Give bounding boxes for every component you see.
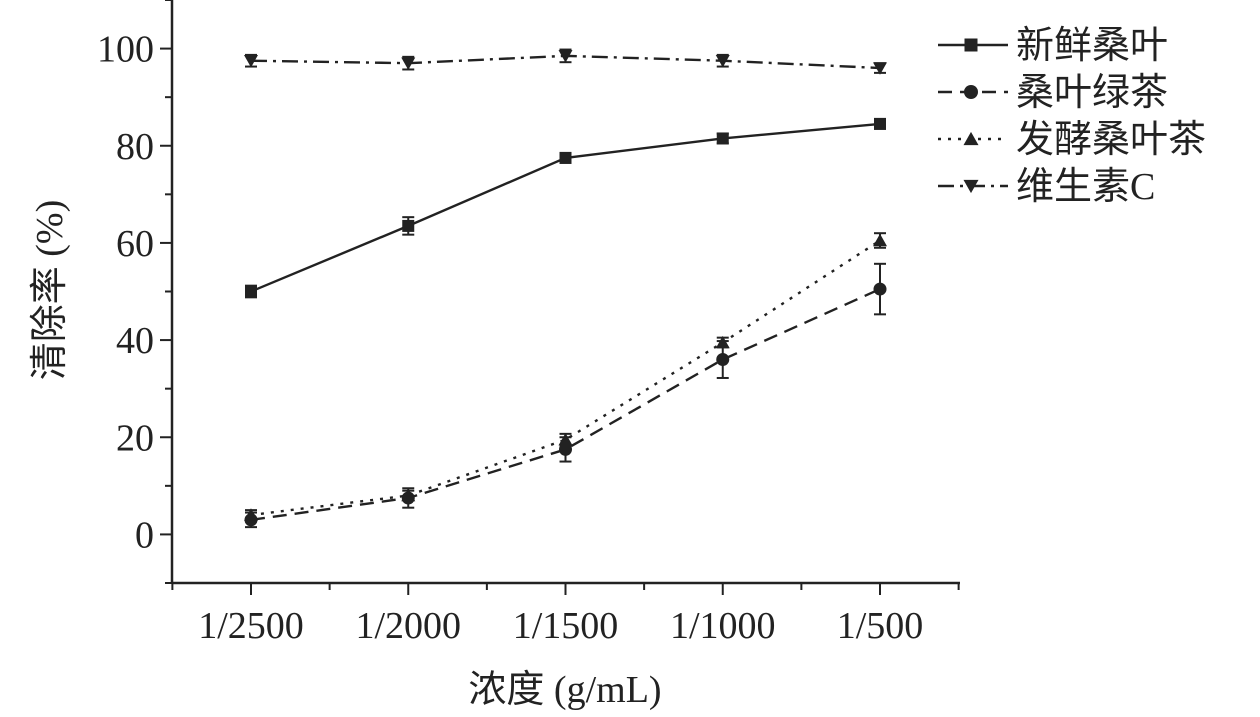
data-point xyxy=(244,55,258,68)
data-point xyxy=(873,233,887,247)
legend-marker xyxy=(964,38,978,52)
data-point xyxy=(715,55,730,68)
data-point xyxy=(401,57,416,70)
data-point xyxy=(245,285,257,298)
x-axis-title: 浓度 (g/mL) xyxy=(468,669,661,711)
legend-item: 维生素C xyxy=(938,166,1155,208)
series-2 xyxy=(244,232,887,521)
series-line xyxy=(250,287,881,522)
y-axis-title: 清除率 (%) xyxy=(29,200,71,380)
legend-item: 桑叶绿茶 xyxy=(938,72,1168,114)
y-tick-label: 60 xyxy=(116,223,154,265)
series-1 xyxy=(244,262,887,529)
data-point xyxy=(716,353,730,367)
series-line xyxy=(250,122,881,293)
legend-label: 维生素C xyxy=(1016,166,1155,208)
data-point xyxy=(716,132,729,145)
axes: 0 20 40 60 80 100 1/2500 1/2000 1/1500 1/1000 1/50… xyxy=(97,0,960,647)
series-line xyxy=(250,239,881,517)
series-layer xyxy=(244,48,887,529)
legend-marker xyxy=(963,179,979,194)
y-tick-label: 40 xyxy=(116,320,154,362)
data-point xyxy=(559,151,572,164)
y-tick-label: 80 xyxy=(116,126,154,168)
data-point xyxy=(873,62,887,75)
legend-label: 桑叶绿茶 xyxy=(1016,72,1168,114)
x-tick-label: 1/500 xyxy=(837,605,924,647)
legend-label: 发酵桑叶茶 xyxy=(1016,119,1206,161)
series-3 xyxy=(244,48,887,75)
data-point xyxy=(873,282,887,296)
data-point xyxy=(401,488,416,502)
legend-item: 发酵桑叶茶 xyxy=(938,119,1206,161)
x-tick-label: 1/2500 xyxy=(198,605,304,647)
x-tick-label: 1/1000 xyxy=(670,605,776,647)
data-point xyxy=(558,50,573,63)
legend-item: 新鲜桑叶 xyxy=(938,25,1168,67)
data-point xyxy=(715,335,730,349)
y-tick-label: 20 xyxy=(116,417,154,459)
x-tick-label: 1/1500 xyxy=(513,605,619,647)
y-tick-label: 0 xyxy=(135,514,154,556)
data-point xyxy=(558,432,573,446)
data-point xyxy=(244,508,258,521)
data-point xyxy=(874,117,886,130)
series-0 xyxy=(245,117,886,299)
legend-label: 新鲜桑叶 xyxy=(1016,25,1168,67)
x-tick-label: 1/2000 xyxy=(355,605,461,647)
y-tick-label: 100 xyxy=(97,29,154,71)
legend-marker xyxy=(963,131,979,146)
data-point xyxy=(402,219,415,232)
legend-marker xyxy=(964,85,978,99)
